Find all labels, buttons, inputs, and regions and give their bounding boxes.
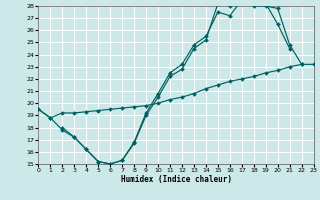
X-axis label: Humidex (Indice chaleur): Humidex (Indice chaleur) <box>121 175 231 184</box>
